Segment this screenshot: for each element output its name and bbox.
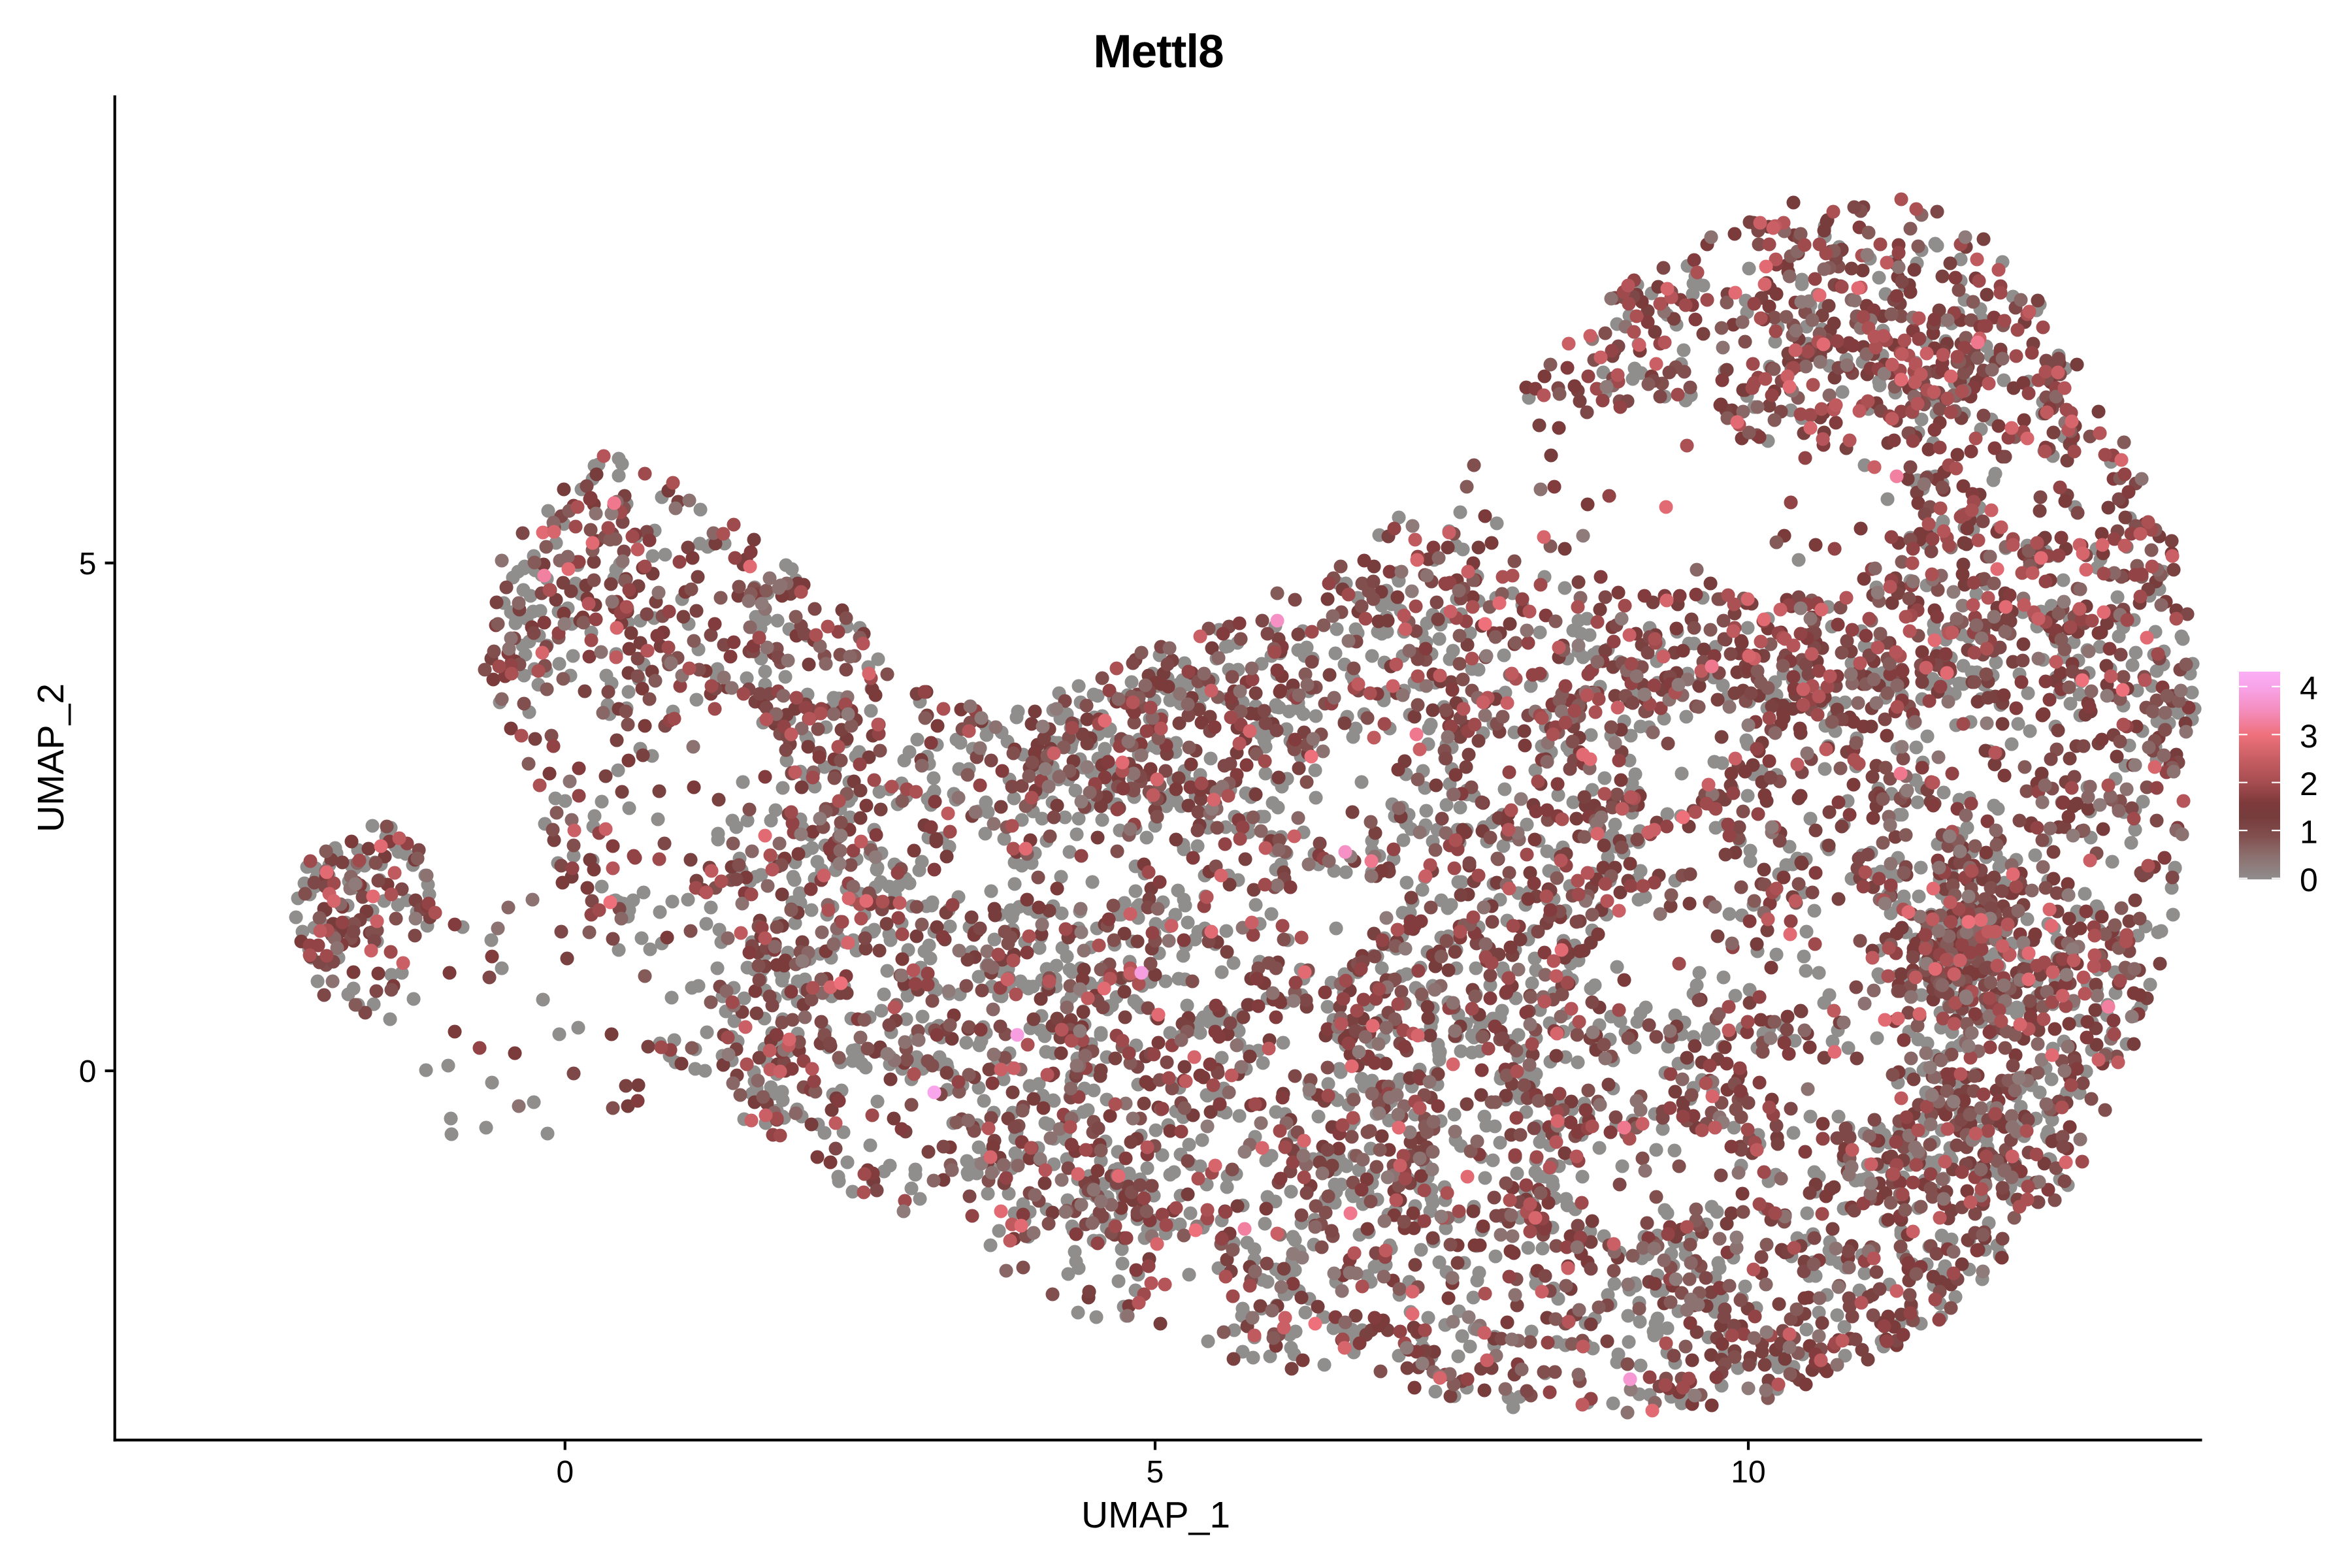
svg-text:1: 1 [2300,814,2318,851]
svg-text:4: 4 [2300,670,2318,706]
svg-text:5: 5 [79,547,97,581]
svg-text:UMAP_1: UMAP_1 [1081,1494,1230,1536]
svg-text:0: 0 [2300,862,2318,898]
svg-text:Mettl8: Mettl8 [1093,26,1223,78]
svg-text:UMAP_2: UMAP_2 [30,683,72,832]
svg-text:10: 10 [1731,1455,1765,1490]
svg-text:3: 3 [2300,718,2318,755]
svg-text:0: 0 [556,1455,574,1490]
svg-text:5: 5 [1147,1455,1164,1490]
svg-text:2: 2 [2300,766,2318,802]
svg-text:0: 0 [79,1054,97,1089]
